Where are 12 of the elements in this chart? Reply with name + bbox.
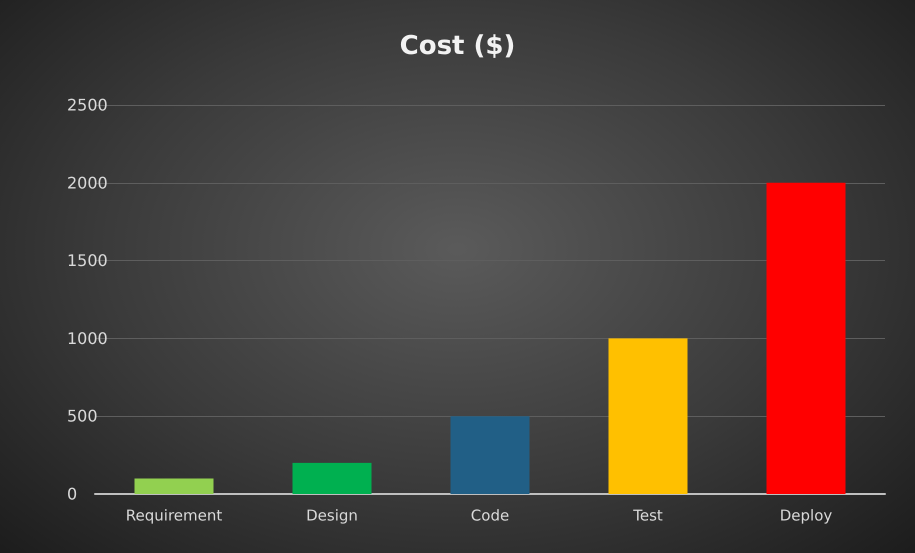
y-tick-label: 1000 xyxy=(67,328,108,348)
y-tick-label: 2500 xyxy=(67,96,108,114)
x-tick-label: Code xyxy=(470,506,510,524)
y-tick-label: 1500 xyxy=(67,251,108,270)
y-tick-label: 2000 xyxy=(67,173,108,192)
x-tick-label: Requirement xyxy=(126,506,222,524)
x-tick-label: Design xyxy=(306,506,358,524)
x-tick-label: Test xyxy=(632,506,663,524)
y-tick-label: 0 xyxy=(67,484,78,504)
x-tick-label: Deploy xyxy=(780,506,832,524)
y-tick-label: 500 xyxy=(67,406,98,426)
chart-title: Cost ($) xyxy=(400,31,516,61)
